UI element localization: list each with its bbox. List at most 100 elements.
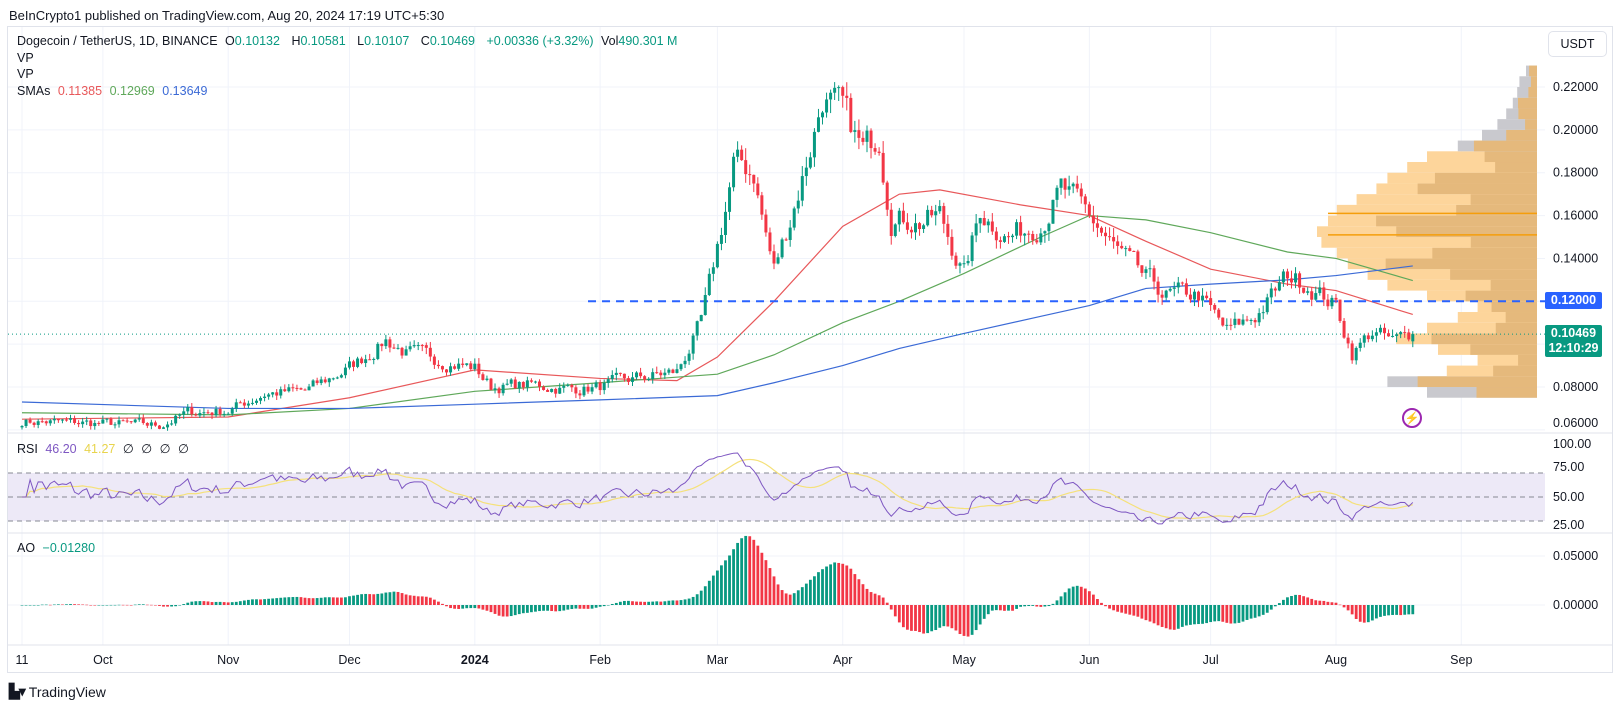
- candle-down: [857, 130, 861, 138]
- rsi-ma-value: 41.27: [84, 442, 116, 456]
- ao-bar: [56, 604, 60, 605]
- ao-bar: [1055, 600, 1059, 605]
- candle-up: [1011, 235, 1015, 238]
- candle-down: [1031, 234, 1035, 241]
- sma-legend[interactable]: SMAs 0.11385 0.12969 0.13649: [17, 84, 211, 98]
- ao-bar: [1282, 599, 1285, 605]
- candle-down: [760, 195, 764, 215]
- candle-up: [594, 382, 598, 388]
- currency-button[interactable]: USDT: [1548, 31, 1607, 57]
- candle-down: [44, 421, 48, 424]
- ao-bar: [1132, 605, 1136, 616]
- candle-up: [711, 267, 715, 274]
- candle-down: [873, 148, 877, 152]
- candle-up: [356, 358, 360, 367]
- ao-legend[interactable]: AO −0.01280: [17, 541, 99, 555]
- candle-down: [1132, 250, 1136, 252]
- candle-down: [1310, 291, 1314, 300]
- ao-bar: [643, 601, 647, 605]
- ao-bar: [647, 601, 651, 605]
- ao-bar: [85, 604, 89, 606]
- ao-bar: [974, 605, 978, 631]
- ao-bar: [813, 576, 816, 605]
- ao-bar: [764, 560, 768, 605]
- price-axis-label: 0.22000: [1553, 80, 1598, 94]
- ao-bar: [558, 605, 562, 612]
- candle-down: [994, 231, 998, 241]
- symbol-legend[interactable]: Dogecoin / TetherUS, 1D, BINANCE O0.1013…: [17, 34, 685, 48]
- candle-down: [157, 425, 161, 429]
- vp-legend-1[interactable]: VP: [17, 51, 34, 65]
- candle-up: [934, 211, 938, 216]
- candle-down: [210, 412, 214, 416]
- volume-profile-bar: [1456, 204, 1537, 216]
- ao-bar: [1112, 605, 1116, 611]
- candle-down: [315, 380, 319, 384]
- price-change: +0.00336 (+3.32%): [486, 34, 594, 48]
- ao-bar: [542, 605, 545, 611]
- candle-down: [360, 358, 364, 364]
- candle-up: [893, 224, 897, 236]
- candle-up: [117, 420, 121, 425]
- candle-up: [1059, 178, 1063, 188]
- ao-bar: [299, 597, 303, 605]
- ao-bar: [1395, 605, 1399, 615]
- candle-up: [728, 187, 732, 212]
- ao-bar: [740, 538, 744, 605]
- ao-bar: [1039, 605, 1043, 607]
- ao-bar: [1176, 605, 1180, 629]
- ao-bar: [162, 605, 165, 607]
- candle-down: [841, 87, 845, 96]
- candle-up: [780, 239, 784, 258]
- ao-bar: [1346, 605, 1350, 611]
- ao-bar: [1091, 594, 1095, 605]
- candle-up: [986, 221, 990, 226]
- ao-bar: [441, 603, 444, 605]
- tradingview-footer[interactable]: ▙▾ TradingView: [9, 683, 106, 700]
- candle-down: [639, 372, 643, 377]
- volume-profile-bar-total: [1446, 365, 1537, 377]
- candle-down: [554, 388, 558, 394]
- rsi-legend[interactable]: RSI 46.20 41.27 ∅ ∅ ∅ ∅: [17, 441, 193, 456]
- candle-up: [1277, 282, 1281, 291]
- volume-profile-bar: [1495, 162, 1537, 173]
- candle-up: [723, 211, 727, 235]
- ao-bar: [1160, 605, 1164, 627]
- ao-bar: [982, 605, 986, 619]
- ao-bar: [234, 601, 238, 605]
- grid-lines: [8, 27, 1545, 645]
- ao-bar: [376, 593, 380, 605]
- candle-up: [796, 200, 800, 209]
- ao-bar: [1184, 605, 1188, 626]
- candle-up: [647, 379, 651, 381]
- candle-down: [881, 152, 885, 183]
- candle-down: [901, 210, 905, 223]
- candle-down: [942, 206, 946, 224]
- candle-up: [667, 369, 671, 373]
- candle-up: [1002, 236, 1006, 242]
- ao-bar: [133, 604, 137, 606]
- ao-bar: [392, 591, 396, 605]
- candle-up: [812, 131, 816, 158]
- candle-down: [424, 345, 428, 348]
- candle-up: [85, 420, 89, 422]
- ao-bar: [48, 604, 52, 606]
- candle-up: [202, 412, 206, 414]
- ao-bar: [481, 605, 485, 610]
- candle-up: [897, 210, 901, 225]
- vp-legend-2[interactable]: VP: [17, 67, 34, 81]
- candle-up: [1172, 287, 1176, 289]
- candle-up: [473, 363, 477, 370]
- candle-down: [77, 422, 81, 425]
- candle-down: [129, 421, 133, 423]
- ao-bar: [825, 566, 828, 605]
- ao-bar: [186, 602, 190, 605]
- ao-bar: [380, 593, 384, 605]
- time-axis-label: Feb: [589, 653, 611, 667]
- ao-bar: [720, 565, 723, 605]
- time-axis-label: May: [952, 653, 976, 667]
- candle-up: [695, 321, 699, 336]
- candle-up: [1233, 318, 1237, 325]
- lightning-icon[interactable]: ⚡: [1402, 408, 1422, 428]
